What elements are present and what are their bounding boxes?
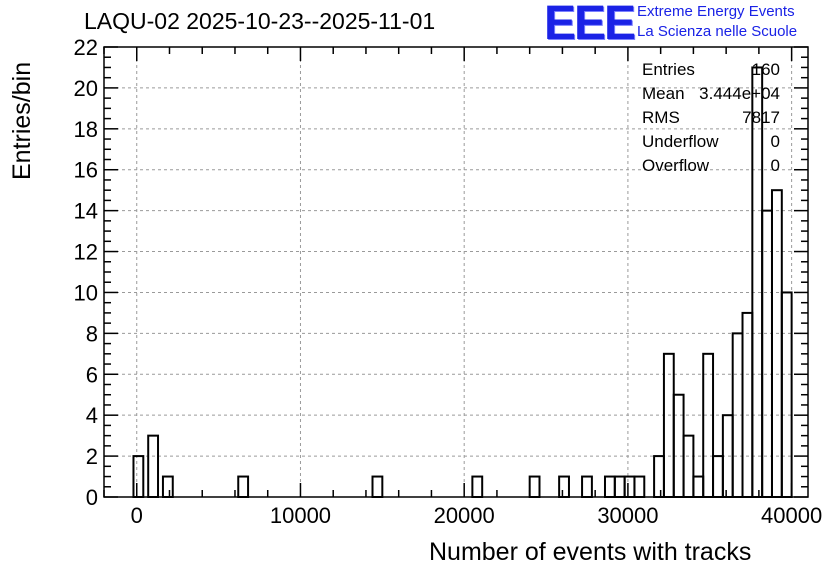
stat-entries: Entries 160	[642, 60, 780, 84]
x-axis-label: Number of events with tracks	[429, 538, 752, 566]
chart-title: LAQU-02 2025-10-23--2025-11-01	[84, 8, 436, 34]
y-tick-label: 8	[86, 321, 98, 346]
histogram-bin	[761, 209, 773, 499]
histogram-bin	[147, 434, 160, 498]
histogram-bin	[132, 455, 145, 499]
stat-value: 0	[770, 156, 780, 175]
stat-name: Entries	[642, 60, 695, 79]
y-tick-label: 0	[86, 485, 98, 510]
histogram-bin	[633, 475, 646, 498]
stat-value: 7817	[742, 108, 780, 127]
histogram-bin	[613, 475, 626, 498]
histogram-bin	[603, 475, 616, 498]
histogram-bin	[161, 475, 174, 498]
x-tick-label: 40000	[761, 503, 822, 528]
stat-name: Mean	[642, 84, 685, 103]
stats-box: Entries 160 Mean 3.444e+04 RMS 7817 Unde…	[642, 60, 780, 180]
x-tick-label: 20000	[434, 503, 495, 528]
histogram-bin	[471, 475, 484, 498]
y-tick-label: 22	[74, 35, 98, 60]
stat-name: Underflow	[642, 132, 719, 151]
histogram-bin	[371, 475, 384, 498]
x-tick-label: 10000	[270, 503, 331, 528]
x-tick-label: 30000	[597, 503, 658, 528]
histogram-bin	[692, 475, 705, 498]
stat-name: RMS	[642, 108, 680, 127]
histogram-bin	[780, 291, 793, 499]
y-tick-label: 2	[86, 444, 98, 469]
histogram-bin	[558, 475, 570, 498]
histogram-bin	[653, 455, 665, 499]
histogram-bin	[682, 434, 695, 498]
y-tick-label: 12	[74, 240, 98, 265]
stat-overflow: Overflow 0	[642, 156, 780, 180]
histogram-bin	[702, 352, 715, 498]
histogram-bin	[770, 189, 783, 498]
stat-rms: RMS 7817	[642, 108, 780, 132]
stat-underflow: Underflow 0	[642, 132, 780, 156]
histogram-bin	[672, 393, 685, 498]
stat-value: 0	[770, 132, 780, 151]
x-tick-label: 0	[131, 503, 143, 528]
eee-logo: EEE	[544, 0, 636, 50]
y-tick-label: 20	[74, 76, 98, 101]
y-tick-label: 18	[74, 117, 98, 142]
logo-line-1: Extreme Energy Events	[637, 3, 795, 20]
histogram-bin	[662, 352, 675, 498]
stat-mean: Mean 3.444e+04	[642, 84, 780, 108]
histogram-bin	[581, 475, 593, 498]
histogram-bin	[741, 311, 754, 498]
logo-line-2: La Scienza nelle Scuole	[637, 23, 798, 40]
y-tick-label: 4	[86, 403, 98, 428]
stat-name: Overflow	[642, 156, 710, 175]
histogram-bin	[712, 455, 724, 499]
stat-value: 160	[751, 60, 780, 79]
y-tick-label: 6	[86, 362, 98, 387]
stat-value: 3.444e+04	[699, 84, 780, 103]
histogram-bin	[528, 475, 541, 498]
y-axis-label: Entries/bin	[8, 61, 36, 180]
histogram-bin	[623, 475, 636, 498]
y-tick-label: 16	[74, 158, 98, 183]
histogram-bin	[237, 475, 250, 498]
y-tick-label: 10	[74, 280, 98, 305]
y-tick-label: 14	[74, 199, 98, 224]
